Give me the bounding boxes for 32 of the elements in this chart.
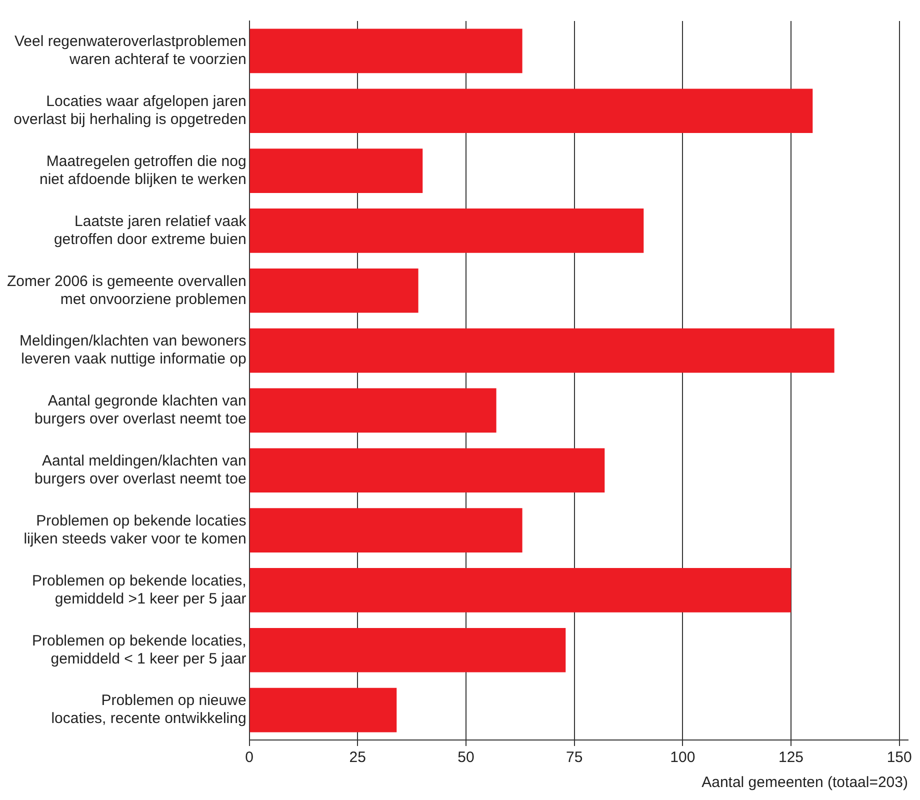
bar — [250, 328, 834, 373]
x-tick-label: 25 — [349, 749, 366, 766]
bar — [250, 568, 791, 612]
y-tick-label: Zomer 2006 is gemeente overvallen met onvoorziene problemen — [7, 272, 246, 308]
bar — [250, 28, 522, 74]
y-tick-label: Meldingen/klachten van bewoners leveren vaak nuttige informatie op — [19, 332, 246, 368]
y-tick-label: Problemen op bekende locaties, gemiddeld < 1 keer per 5 jaar — [32, 632, 246, 668]
bar — [250, 448, 605, 493]
y-tick-label: Aantal meldingen/klachten van burgers over overlast neemt toe — [34, 452, 246, 488]
x-tick-label: 0 — [245, 749, 254, 766]
bar — [250, 688, 397, 732]
x-tick-label: 125 — [778, 749, 804, 766]
bar — [250, 268, 418, 313]
x-tick-label: 100 — [670, 749, 696, 766]
bar — [250, 208, 644, 253]
x-axis-title: Aantal gemeenten (totaal=203) — [702, 774, 908, 792]
x-tick-label: 50 — [458, 749, 474, 766]
y-tick-label: Locaties waar afgelopen jaren overlast bij herhaling is opgetreden — [14, 93, 246, 128]
y-tick-label: Problemen op bekende locaties lijken steeds vaker voor te komen — [24, 512, 246, 548]
y-tick-label: Laatste jaren relatief vaak getroffen door extreme buien — [54, 212, 247, 248]
bar — [250, 508, 522, 552]
y-tick-label: Veel regenwateroverlastproblemen waren achteraf te voorzien — [14, 33, 246, 68]
y-tick-label: Maatregelen getroffen die nog niet afdoende blijken te werken — [39, 152, 246, 188]
bar — [250, 388, 496, 433]
bar — [250, 88, 813, 134]
bar — [250, 628, 566, 672]
x-tick-label: 150 — [886, 749, 912, 766]
x-tick-label: 75 — [566, 749, 583, 766]
y-tick-label: Aantal gegronde klachten van burgers over overlast neemt toe — [34, 392, 246, 428]
y-tick-label: Problemen op bekende locaties, gemiddeld >1 keer per 5 jaar — [32, 572, 246, 608]
bar — [250, 148, 423, 193]
y-tick-label: Problemen op nieuwe locaties, recente ontwikkeling — [51, 692, 246, 728]
